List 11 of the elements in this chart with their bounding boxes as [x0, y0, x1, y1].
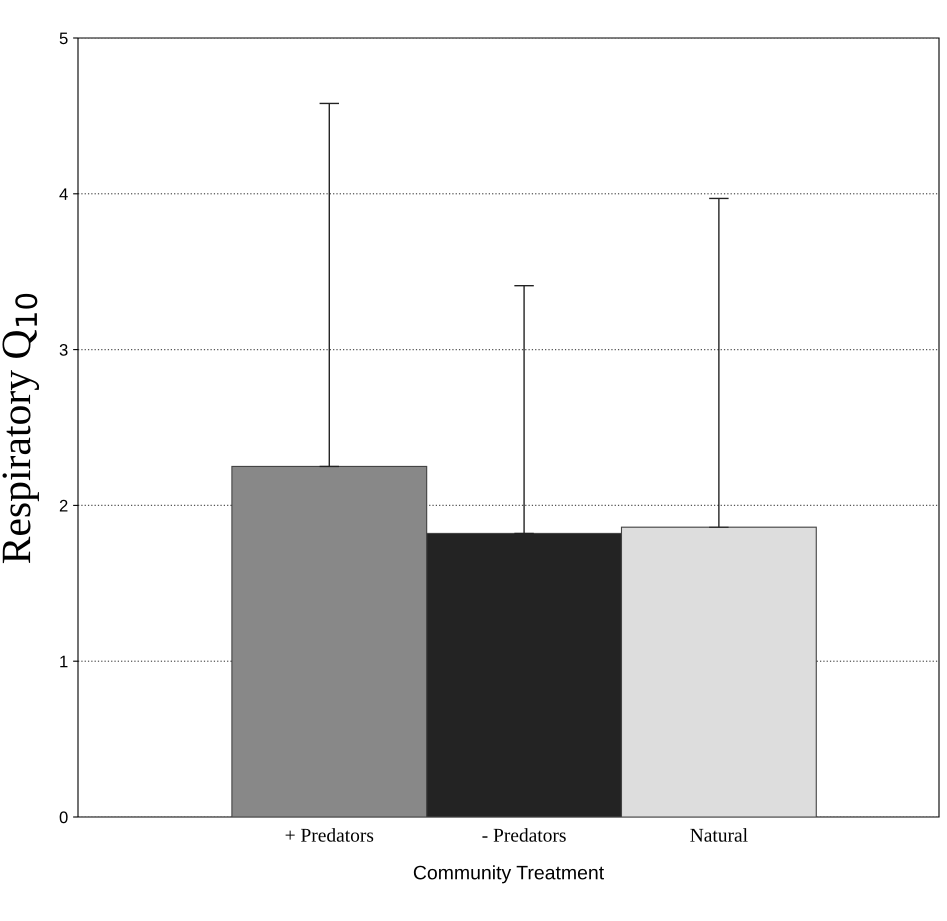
y-axis-title: Respiratory Q$_{10}$: [2, 294, 40, 564]
y-tick-label: 2: [60, 500, 68, 512]
y-tick-label: 1: [60, 656, 68, 668]
y-tick-label: 3: [60, 344, 68, 356]
y-tick-label: 4: [59, 188, 68, 200]
x-tick-label: + Predators: [286, 828, 374, 842]
x-axis-title: Community Treatment: [414, 865, 604, 884]
x-tick-label: - Predators: [482, 828, 566, 842]
y-tick-label: 5: [60, 32, 68, 44]
x-tick-label: Natural: [690, 828, 748, 842]
y-tick-label: 0: [60, 811, 68, 824]
